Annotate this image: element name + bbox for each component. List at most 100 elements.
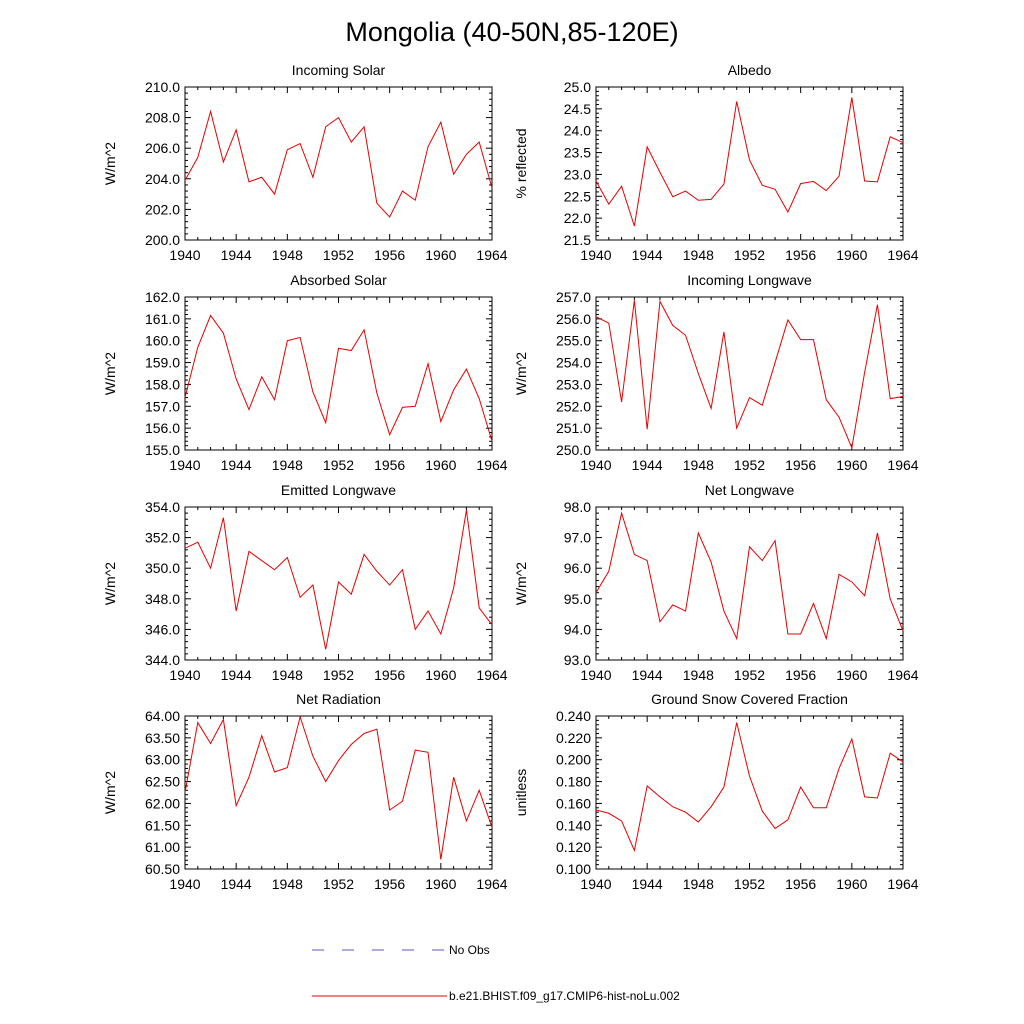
x-tick-label: 1952 bbox=[323, 457, 354, 473]
legend-label-model: b.e21.BHIST.f09_g17.CMIP6-hist-noLu.002 bbox=[449, 989, 680, 1003]
panel-title: Net Radiation bbox=[296, 691, 381, 707]
y-axis-label: unitless bbox=[513, 769, 529, 816]
y-axis-label: W/m^2 bbox=[513, 352, 529, 395]
x-tick-label: 1940 bbox=[580, 876, 611, 892]
y-tick-label: 200.0 bbox=[145, 232, 180, 248]
chart-panel: Net Longwave W/m^2 1940 1944 1948 1952 1956 196… bbox=[513, 482, 919, 683]
y-tick-label: 257.0 bbox=[556, 289, 591, 305]
panel-title: Ground Snow Covered Fraction bbox=[651, 691, 848, 707]
y-tick-label: 158.0 bbox=[145, 376, 180, 392]
y-tick-label: 251.0 bbox=[556, 420, 591, 436]
y-tick-label: 25.0 bbox=[564, 79, 591, 95]
y-tick-label: 210.0 bbox=[145, 79, 180, 95]
x-tick-label: 1948 bbox=[272, 247, 303, 263]
series-line bbox=[595, 511, 904, 641]
y-tick-label: 350.0 bbox=[145, 560, 180, 576]
x-tick-label: 1964 bbox=[476, 876, 507, 892]
y-tick-label: 22.0 bbox=[564, 210, 591, 226]
y-tick-label: 21.5 bbox=[564, 232, 591, 248]
series-line bbox=[595, 97, 904, 227]
y-tick-label: 348.0 bbox=[145, 591, 180, 607]
y-tick-label: 0.240 bbox=[556, 708, 591, 724]
series-line bbox=[595, 299, 904, 450]
y-axis-label: W/m^2 bbox=[102, 142, 118, 185]
x-tick-label: 1952 bbox=[323, 876, 354, 892]
y-tick-label: 62.50 bbox=[145, 774, 180, 790]
y-tick-label: 93.0 bbox=[564, 652, 591, 668]
y-tick-label: 95.0 bbox=[564, 591, 591, 607]
series-line bbox=[184, 509, 493, 650]
x-tick-label: 1948 bbox=[272, 457, 303, 473]
y-tick-label: 255.0 bbox=[556, 333, 591, 349]
x-tick-label: 1960 bbox=[836, 247, 867, 263]
x-tick-label: 1956 bbox=[785, 457, 816, 473]
x-tick-label: 1944 bbox=[632, 876, 663, 892]
panel-title: Absorbed Solar bbox=[290, 272, 387, 288]
x-tick-label: 1956 bbox=[785, 876, 816, 892]
y-tick-label: 0.120 bbox=[556, 839, 591, 855]
x-tick-label: 1964 bbox=[476, 457, 507, 473]
x-tick-label: 1940 bbox=[169, 667, 200, 683]
x-tick-label: 1944 bbox=[221, 247, 252, 263]
x-tick-label: 1952 bbox=[734, 667, 765, 683]
y-tick-label: 96.0 bbox=[564, 560, 591, 576]
y-tick-label: 252.0 bbox=[556, 398, 591, 414]
plot-frame bbox=[184, 86, 493, 241]
x-tick-label: 1952 bbox=[734, 457, 765, 473]
panel-title: Incoming Solar bbox=[292, 62, 386, 78]
y-tick-label: 63.00 bbox=[145, 752, 180, 768]
chart-panel: Incoming Longwave W/m^2 1940 1944 1948 1952 19… bbox=[513, 272, 919, 473]
chart-panel: Ground Snow Covered Fraction unitless 1940… bbox=[513, 691, 919, 892]
chart-panel: Incoming Solar W/m^2 1940 1944 1948 1952 1956 1… bbox=[102, 62, 508, 263]
plot-frame bbox=[595, 715, 904, 870]
y-tick-label: 94.0 bbox=[564, 621, 591, 637]
x-tick-label: 1956 bbox=[374, 247, 405, 263]
y-tick-label: 354.0 bbox=[145, 499, 180, 515]
series-line bbox=[184, 314, 493, 442]
x-tick-label: 1944 bbox=[632, 667, 663, 683]
y-tick-label: 155.0 bbox=[145, 442, 180, 458]
y-tick-label: 0.140 bbox=[556, 817, 591, 833]
x-tick-label: 1944 bbox=[632, 457, 663, 473]
x-tick-label: 1944 bbox=[632, 247, 663, 263]
y-tick-label: 254.0 bbox=[556, 355, 591, 371]
y-tick-label: 161.0 bbox=[145, 311, 180, 327]
x-tick-label: 1960 bbox=[836, 876, 867, 892]
series-line bbox=[184, 715, 493, 860]
y-tick-label: 0.100 bbox=[556, 861, 591, 877]
x-tick-label: 1964 bbox=[887, 457, 918, 473]
x-tick-label: 1940 bbox=[580, 457, 611, 473]
x-tick-label: 1956 bbox=[374, 667, 405, 683]
x-tick-label: 1956 bbox=[374, 876, 405, 892]
x-tick-label: 1952 bbox=[734, 876, 765, 892]
chart-panel: Albedo % reflected 1940 1944 1948 1952 1956 196… bbox=[513, 62, 919, 263]
panel-title: Albedo bbox=[728, 62, 772, 78]
x-tick-label: 1940 bbox=[169, 876, 200, 892]
y-tick-label: 63.50 bbox=[145, 730, 180, 746]
y-tick-label: 61.50 bbox=[145, 817, 180, 833]
y-tick-label: 64.00 bbox=[145, 708, 180, 724]
y-axis-label: W/m^2 bbox=[102, 771, 118, 814]
figure-title: Mongolia (40-50N,85-120E) bbox=[345, 17, 678, 47]
y-tick-label: 208.0 bbox=[145, 110, 180, 126]
plot-frame bbox=[595, 86, 904, 241]
series-line bbox=[595, 722, 904, 853]
y-tick-label: 206.0 bbox=[145, 140, 180, 156]
x-tick-label: 1944 bbox=[221, 876, 252, 892]
y-tick-label: 60.50 bbox=[145, 861, 180, 877]
y-tick-label: 0.160 bbox=[556, 795, 591, 811]
y-tick-label: 162.0 bbox=[145, 289, 180, 305]
y-tick-label: 344.0 bbox=[145, 652, 180, 668]
x-tick-label: 1952 bbox=[323, 667, 354, 683]
x-tick-label: 1952 bbox=[734, 247, 765, 263]
x-tick-label: 1956 bbox=[374, 457, 405, 473]
legend-label-no-obs: No Obs bbox=[449, 943, 490, 957]
x-tick-label: 1964 bbox=[476, 667, 507, 683]
legend: No Obs b.e21.BHIST.f09_g17.CMIP6-hist-no… bbox=[312, 943, 680, 1003]
x-tick-label: 1964 bbox=[887, 667, 918, 683]
y-tick-label: 250.0 bbox=[556, 442, 591, 458]
chart-panel: Emitted Longwave W/m^2 1940 1944 1948 1952 195… bbox=[102, 482, 508, 683]
plot-frame bbox=[184, 715, 493, 870]
plot-frame bbox=[595, 506, 904, 661]
